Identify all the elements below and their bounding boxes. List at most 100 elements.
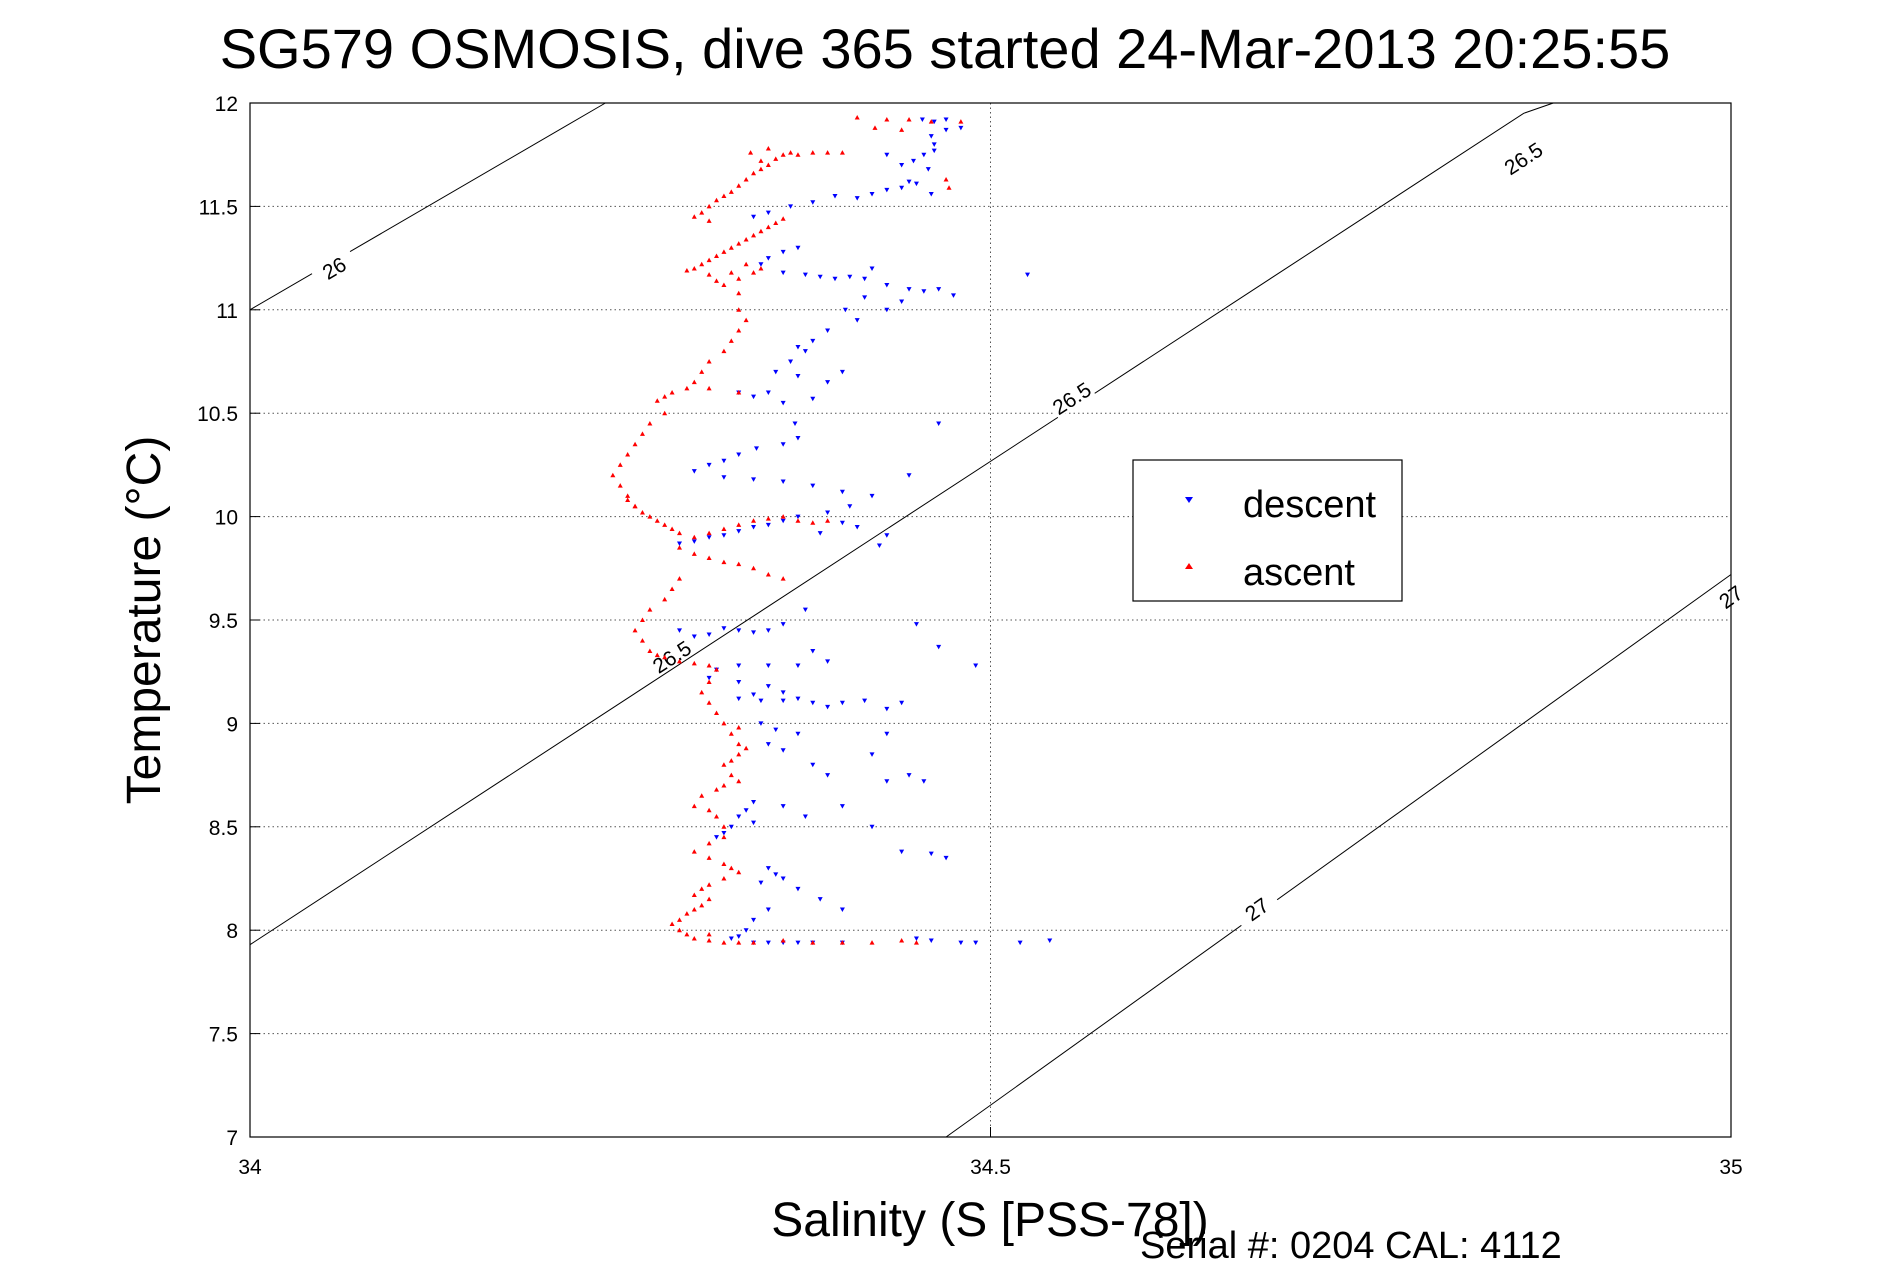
descent-point [795, 940, 801, 946]
descent-point [802, 814, 808, 819]
contour-label-bg [308, 246, 358, 288]
descent-point [921, 289, 927, 294]
ascent-point [728, 731, 734, 736]
ascent-point [728, 189, 734, 194]
descent-point [795, 731, 801, 737]
ascent-point [780, 152, 786, 157]
ascent-point [780, 514, 786, 519]
descent-point [825, 510, 831, 515]
ascent-point [706, 807, 712, 813]
descent-point [765, 684, 771, 689]
descent-point [765, 940, 771, 946]
ascent-point [810, 150, 816, 155]
descent-point [884, 282, 890, 288]
descent-point [706, 675, 712, 681]
ascent-point [810, 940, 816, 945]
descent-point [884, 307, 890, 313]
contour-label-bg [1705, 573, 1755, 618]
ascent-point [610, 472, 616, 478]
descent-point [691, 469, 697, 474]
ascent-point [699, 886, 705, 891]
ascent-point [736, 725, 742, 730]
ascent-point [662, 410, 668, 416]
density-contour-line [249, 102, 606, 311]
ascent-point [743, 261, 749, 267]
descent-point [906, 287, 912, 292]
descent-point [839, 369, 845, 375]
descent-point [758, 721, 764, 726]
descent-point [899, 299, 905, 305]
ascent-point [728, 758, 734, 763]
descent-point [780, 748, 786, 753]
ascent-point [691, 907, 697, 912]
descent-point [943, 117, 949, 123]
ascent-point [706, 931, 712, 937]
ascent-point [714, 667, 720, 672]
y-tick-label: 11 [216, 300, 238, 323]
ascent-point [736, 561, 742, 567]
ascent-point [736, 183, 742, 188]
ascent-point [706, 530, 712, 536]
legend-label-descent: descent [1243, 484, 1377, 526]
y-tick-label: 9 [226, 713, 238, 736]
ascent-point [706, 662, 712, 668]
descent-point [765, 522, 771, 528]
descent-point [810, 649, 816, 654]
descent-point [728, 936, 734, 941]
ascent-point [736, 276, 742, 281]
ascent-point [736, 307, 742, 312]
x-tick-labels: 34 34.5 35 [238, 1127, 1743, 1179]
descent-point [743, 928, 749, 933]
ascent-point [669, 586, 675, 591]
data-points [610, 114, 1053, 946]
ascent-point [625, 497, 631, 503]
descent-point [869, 824, 875, 830]
descent-point [936, 287, 942, 292]
descent-point [884, 533, 890, 538]
ascent-point [780, 216, 786, 221]
descent-point [751, 799, 757, 805]
ascent-point [773, 156, 779, 161]
y-tick-label: 10.5 [197, 403, 238, 426]
descent-point [721, 626, 727, 631]
descent-point [928, 938, 934, 944]
legend-marker-descent [1185, 497, 1193, 503]
descent-point [758, 698, 764, 704]
descent-point [751, 917, 757, 923]
ascent-point [699, 369, 705, 374]
descent-point [839, 520, 845, 526]
descent-point [721, 533, 727, 538]
ascent-point [699, 793, 705, 798]
descent-point [792, 421, 798, 427]
ascent-point [765, 162, 771, 168]
descent-point [958, 940, 964, 946]
descent-point [931, 119, 937, 125]
descent-point [736, 663, 742, 668]
descent-point [795, 373, 801, 379]
ascent-point [632, 441, 638, 447]
descent-point [751, 524, 757, 530]
ascent-point [946, 185, 952, 190]
ascent-point [647, 607, 653, 612]
descent-point [884, 731, 890, 737]
ascent-point [706, 257, 712, 263]
ascent-point [691, 379, 697, 385]
y-tick-label: 8.5 [209, 817, 238, 840]
descent-point [751, 394, 757, 400]
contour-label-bg [1046, 375, 1096, 419]
ascent-point [706, 938, 712, 943]
descent-point [876, 543, 882, 549]
descent-point [736, 814, 742, 819]
ascent-point [751, 940, 757, 945]
descent-point [919, 117, 925, 123]
ascent-point [654, 398, 660, 403]
descent-point [847, 504, 853, 509]
descent-point [832, 194, 838, 199]
descent-point [780, 400, 786, 406]
ascent-point [906, 117, 912, 122]
descent-point [751, 692, 757, 697]
descent-point [758, 262, 764, 267]
density-contour-line [249, 102, 1554, 946]
ascent-point [743, 236, 749, 242]
descent-point [869, 266, 875, 271]
